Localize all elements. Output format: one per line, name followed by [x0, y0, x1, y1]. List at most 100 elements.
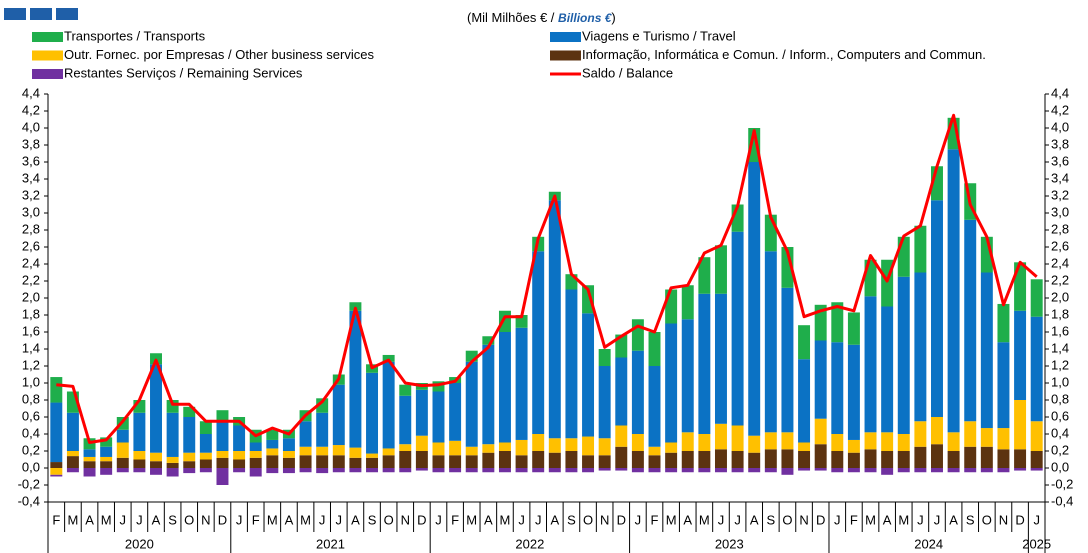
bar-segment	[482, 344, 495, 445]
bar-segment	[498, 451, 511, 468]
x-tick-label: F	[451, 512, 459, 527]
bar-segment	[299, 468, 312, 473]
bar-segment	[864, 296, 877, 433]
bar-segment	[964, 421, 977, 447]
legend-label: Restantes Serviços / Remaining Services	[64, 65, 303, 80]
bar-segment	[714, 468, 727, 473]
y-tick-label: 4,2	[22, 102, 40, 117]
bar-segment	[532, 251, 545, 434]
bar-segment	[1030, 421, 1043, 451]
y2-tick-label: 3,2	[1051, 187, 1069, 202]
x-tick-label: S	[567, 512, 576, 527]
bar-segment	[764, 214, 777, 252]
bar-segment	[515, 439, 528, 456]
bar-segment	[415, 468, 428, 471]
bar-segment	[714, 423, 727, 450]
bar-segment	[598, 438, 611, 456]
bar-segment	[332, 445, 345, 456]
y2-tick-label: 4,4	[1051, 85, 1069, 100]
bar-segment	[299, 446, 312, 456]
legend-label: Transportes / Transports	[64, 28, 206, 43]
x-tick-label: F	[252, 512, 260, 527]
bar-segment	[615, 357, 628, 426]
bar-segment	[83, 461, 96, 468]
bar-segment	[150, 364, 162, 453]
bar-segment	[1014, 468, 1027, 471]
x-tick-label: D	[218, 512, 227, 527]
bar-segment	[482, 468, 495, 473]
bar-segment	[1014, 449, 1027, 468]
bar-segment	[781, 468, 794, 475]
bar-segment	[166, 400, 179, 413]
x-tick-label: S	[168, 512, 177, 527]
bar-segment	[897, 236, 910, 277]
bar-segment	[515, 468, 528, 473]
bar-segment	[831, 342, 844, 434]
y2-tick-label: 2,8	[1051, 221, 1069, 236]
bar-segment	[631, 451, 644, 468]
bar-segment	[731, 425, 744, 451]
bar-segment	[116, 468, 129, 473]
bar-segment	[66, 451, 79, 457]
y-tick-label: 3,6	[22, 153, 40, 168]
x-tick-label: J	[120, 512, 127, 527]
bar-segment	[648, 332, 661, 366]
bar-segment	[548, 452, 561, 468]
bar-segment	[166, 462, 179, 468]
x-tick-label: A	[85, 512, 94, 527]
y-tick-label: -0,4	[18, 493, 40, 508]
x-tick-label: J	[934, 512, 941, 527]
y-tick-label: 3,8	[22, 136, 40, 151]
bar-segment	[332, 384, 345, 446]
x-tick-label: A	[484, 512, 493, 527]
bar-segment	[532, 434, 545, 451]
bar-segment	[482, 336, 495, 345]
bar-segment	[548, 438, 561, 453]
x-tick-label: N	[201, 512, 210, 527]
bar-segment	[532, 451, 545, 468]
x-tick-label: A	[683, 512, 692, 527]
bar-segment	[150, 461, 162, 468]
x-tick-label: J	[236, 512, 243, 527]
bar-segment	[897, 434, 910, 451]
bar-segment	[764, 449, 777, 468]
bar-segment	[881, 451, 894, 468]
bar-segment	[847, 468, 860, 473]
legend-marker	[550, 50, 581, 61]
y-tick-label: 3,4	[22, 170, 40, 185]
bar-segment	[665, 289, 678, 324]
bar-segment	[631, 350, 644, 434]
bar-segment	[498, 332, 511, 443]
bar-segment	[798, 442, 811, 451]
x-tick-label: O	[982, 512, 992, 527]
bar-segment	[299, 455, 312, 468]
x-tick-label: A	[285, 512, 294, 527]
bar-segment	[216, 451, 229, 458]
bar-segment	[66, 456, 79, 468]
bar-segment	[665, 468, 678, 473]
bar-segment	[731, 231, 744, 426]
x-tick-label: D	[617, 512, 626, 527]
y2-tick-label: 3,8	[1051, 136, 1069, 151]
bar-segment	[615, 446, 628, 468]
bar-segment	[1030, 279, 1043, 317]
y-tick-label: 1,4	[22, 340, 40, 355]
bar-segment	[316, 446, 329, 456]
bar-segment	[665, 442, 678, 453]
bar-segment	[482, 452, 495, 468]
bar-segment	[183, 452, 196, 462]
x-tick-label: N	[999, 512, 1008, 527]
bar-segment	[914, 272, 927, 422]
bar-segment	[465, 446, 478, 456]
bar-segment	[332, 455, 345, 468]
bar-segment	[415, 451, 428, 468]
x-tick-label: A	[351, 512, 360, 527]
y-tick-label: 1,2	[22, 357, 40, 372]
bar-segment	[83, 449, 96, 457]
y2-tick-label: 3,4	[1051, 170, 1069, 185]
x-tick-label: J	[336, 512, 343, 527]
bar-segment	[731, 451, 744, 468]
bar-segment	[814, 418, 827, 445]
bar-segment	[183, 406, 196, 417]
